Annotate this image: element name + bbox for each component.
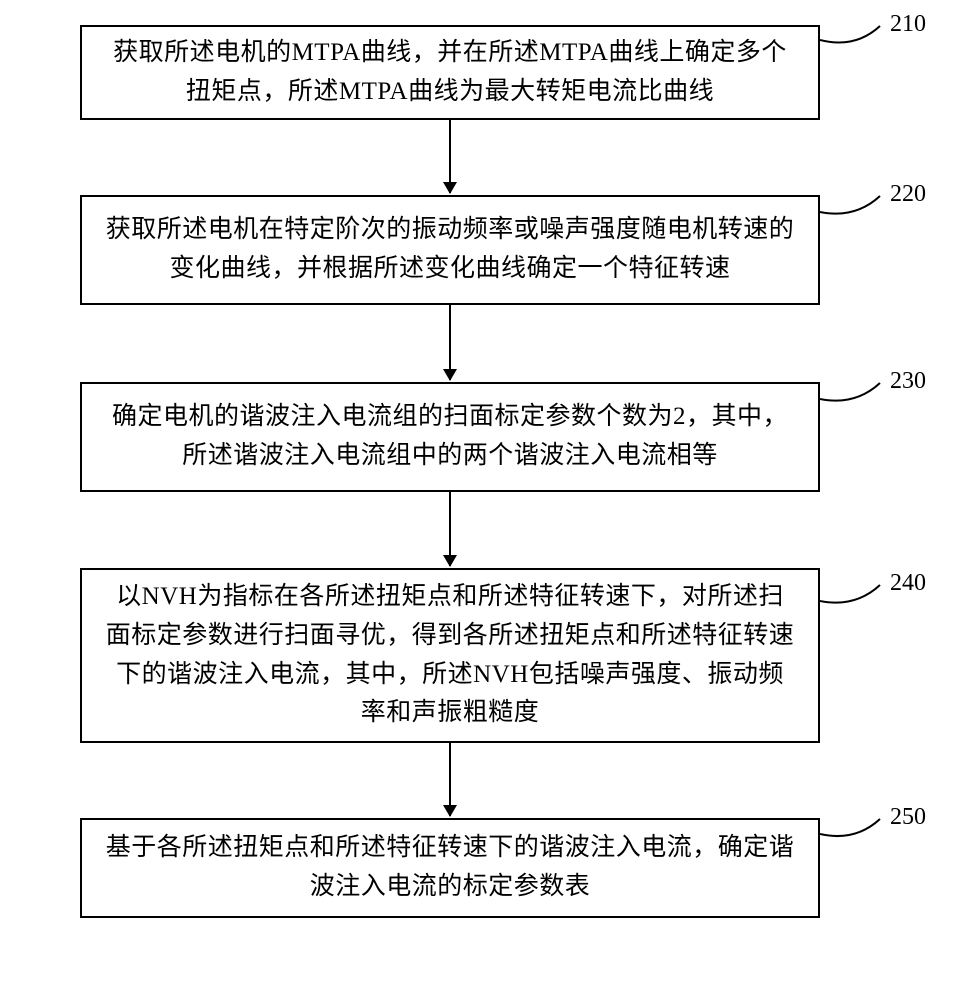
flow-step-4: 以NVH为指标在各所述扭矩点和所述特征转速下，对所述扫面标定参数进行扫面寻优，得… [80, 568, 820, 743]
step-label-3: 230 [890, 368, 926, 395]
flow-step-3-text: 确定电机的谐波注入电流组的扫面标定参数个数为2，其中，所述谐波注入电流组中的两个… [104, 398, 796, 476]
flowchart-container: 获取所述电机的MTPA曲线，并在所述MTPA曲线上确定多个扭矩点，所述MTPA曲… [0, 0, 965, 1000]
flow-arrow-2 [449, 305, 451, 380]
flow-step-4-text: 以NVH为指标在各所述扭矩点和所述特征转速下，对所述扫面标定参数进行扫面寻优，得… [104, 578, 796, 733]
flow-step-5: 基于各所述扭矩点和所述特征转速下的谐波注入电流，确定谐波注入电流的标定参数表 [80, 818, 820, 918]
step-label-4: 240 [890, 570, 926, 597]
flow-arrow-3 [449, 492, 451, 566]
step-label-2: 220 [890, 181, 926, 208]
flow-step-5-text: 基于各所述扭矩点和所述特征转速下的谐波注入电流，确定谐波注入电流的标定参数表 [104, 829, 796, 907]
step-label-5: 250 [890, 804, 926, 831]
flow-step-1-text: 获取所述电机的MTPA曲线，并在所述MTPA曲线上确定多个扭矩点，所述MTPA曲… [104, 34, 796, 112]
flow-step-1: 获取所述电机的MTPA曲线，并在所述MTPA曲线上确定多个扭矩点，所述MTPA曲… [80, 25, 820, 120]
flow-arrow-1 [449, 120, 451, 193]
flow-step-2: 获取所述电机在特定阶次的振动频率或噪声强度随电机转速的变化曲线，并根据所述变化曲… [80, 195, 820, 305]
flow-arrow-4 [449, 743, 451, 816]
step-label-1: 210 [890, 11, 926, 38]
flow-step-3: 确定电机的谐波注入电流组的扫面标定参数个数为2，其中，所述谐波注入电流组中的两个… [80, 382, 820, 492]
flow-step-2-text: 获取所述电机在特定阶次的振动频率或噪声强度随电机转速的变化曲线，并根据所述变化曲… [104, 211, 796, 289]
